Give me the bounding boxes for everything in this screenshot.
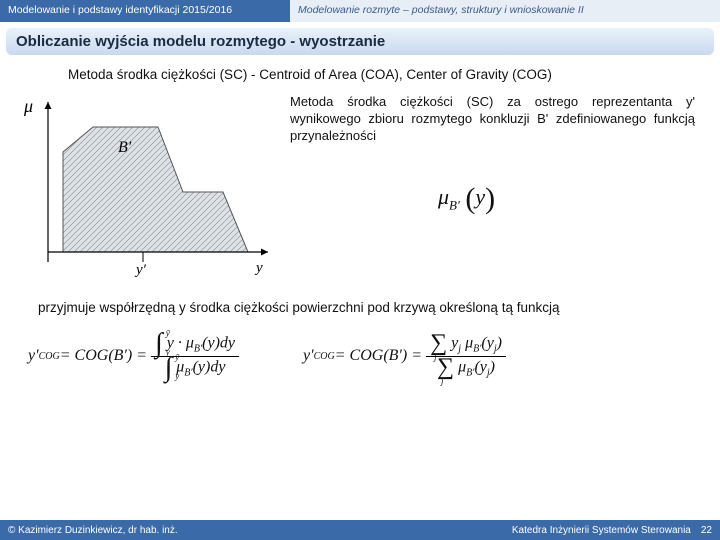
page-number: 22 [701, 525, 712, 536]
mu-formula: μB′ (y) [438, 182, 495, 216]
f1-num: y · μ [167, 334, 194, 351]
f2-dc: ) [490, 358, 495, 375]
f2-da: μ [458, 358, 466, 375]
f2-slo2: j [441, 378, 444, 385]
f2-frac: ∑j yj μB′(yj) ∑j μB′(yj) [426, 333, 506, 379]
f2-lhs-sub: COG [314, 351, 335, 362]
f1-frac: ∫ȳy y · μB′(y)dy ∫ȳy μB′(y)dy [151, 333, 239, 379]
yprime-label: y′ [134, 262, 147, 278]
header-bar: Modelowanie i podstawy identyfikacji 201… [0, 0, 720, 22]
figure-area: μ B′ y′ y Metoda środka ciężkości (SC) z… [18, 92, 682, 292]
footer-left: © Kazimierz Duzinkiewicz, dr hab. inż. [8, 525, 512, 536]
f1-densub: B′ [184, 367, 192, 378]
f2-dt: (y [474, 358, 486, 375]
b-label: B′ [118, 139, 132, 156]
header-right: Modelowanie rozmyte – podstawy, struktur… [290, 0, 720, 22]
formulas-row: y′COG = COG(B′) = ∫ȳy y · μB′(y)dy ∫ȳy μ… [28, 333, 682, 379]
f1-lo2: y [175, 373, 179, 379]
page-title: Obliczanie wyjścia modelu rozmytego - wy… [6, 28, 714, 55]
mu-base: μ [438, 184, 449, 209]
content-area: Metoda środka ciężkości (SC) - Centroid … [0, 55, 720, 379]
formula-integral: y′COG = COG(B′) = ∫ȳy y · μB′(y)dy ∫ȳy μ… [28, 333, 243, 379]
formula-sigma: y′COG = COG(B′) = ∑j yj μB′(yj) ∑j μB′(y… [303, 333, 510, 379]
sigma-icon: ∑j [437, 358, 454, 377]
paren-open: ( [465, 182, 475, 215]
f1-numtail: (y)dy [202, 334, 235, 351]
f1-lhs: y′ [28, 347, 39, 365]
f2-eq: = COG(B′) = [335, 347, 422, 365]
footer-right: Katedra Inżynierii Systemów Sterowania [512, 525, 691, 536]
f2-nas: j [458, 344, 461, 355]
f1-hi: ȳ [166, 330, 170, 336]
mu-sub: B′ [449, 197, 460, 212]
f1-dentail: (y)dy [193, 358, 226, 375]
method-line: Metoda środka ciężkości (SC) - Centroid … [68, 67, 682, 82]
membership-diagram: μ B′ y′ y [18, 92, 278, 282]
int-icon: ∫ȳy [155, 334, 163, 354]
mu-arg: y [475, 184, 485, 209]
f2-nc: ) [497, 334, 502, 351]
paren-close: ) [485, 182, 495, 215]
footer-bar: © Kazimierz Duzinkiewicz, dr hab. inż. K… [0, 520, 720, 540]
f1-hi2: ȳ [175, 354, 179, 360]
sigma-icon: ∑j [430, 334, 447, 353]
f1-numsub: B′ [194, 344, 202, 355]
f2-nt: (y [481, 334, 493, 351]
f1-lhs-sub: COG [39, 351, 60, 362]
y-axis-label: y [254, 260, 263, 276]
f2-lhs: y′ [303, 347, 314, 365]
figure-description: Metoda środka ciężkości (SC) za ostrego … [290, 94, 695, 145]
mu-axis-label: μ [23, 96, 33, 116]
below-text: przyjmuje współrzędną y środka ciężkości… [38, 300, 682, 315]
f1-eq: = COG(B′) = [60, 347, 147, 365]
int-icon: ∫ȳy [165, 358, 173, 378]
header-left: Modelowanie i podstawy identyfikacji 201… [0, 0, 290, 22]
f2-nb: μ [465, 334, 473, 351]
